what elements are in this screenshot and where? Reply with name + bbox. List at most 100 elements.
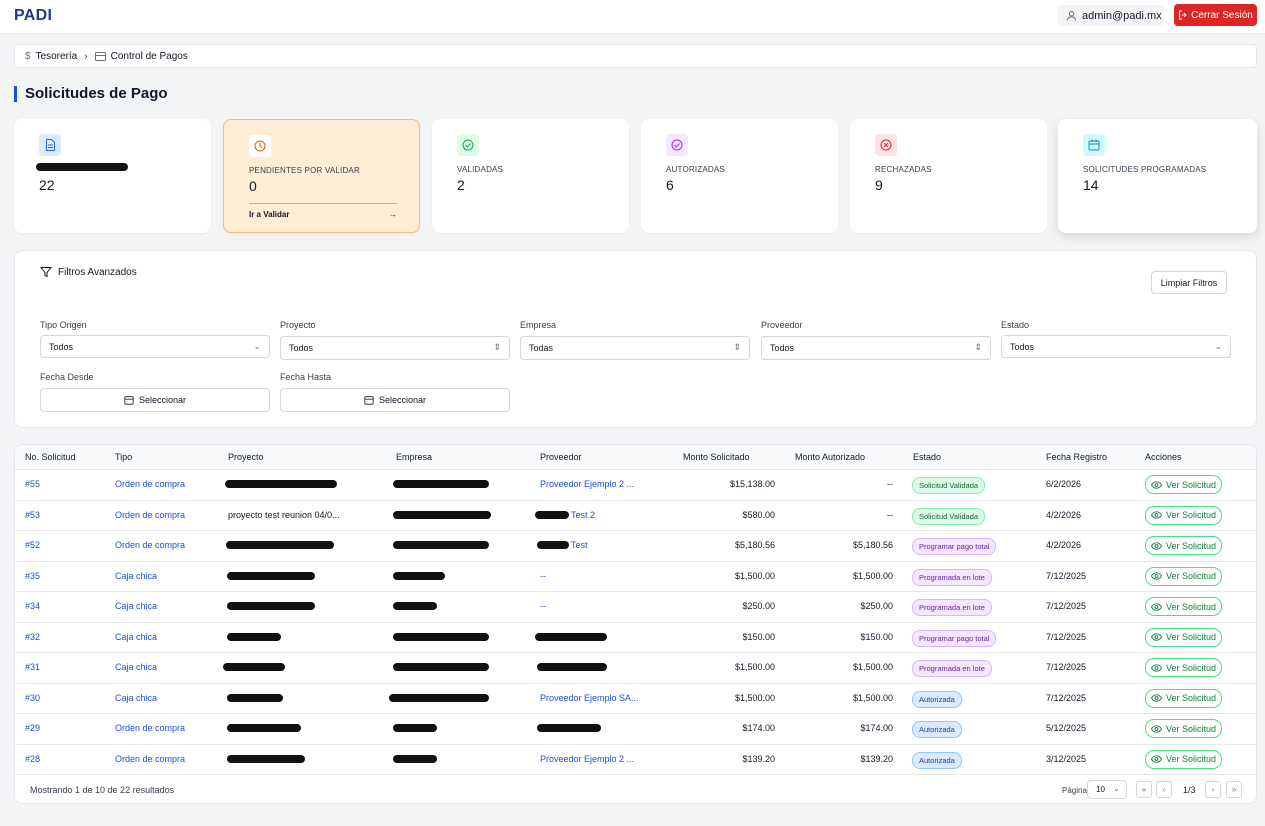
empresa-value: Todas — [529, 343, 554, 353]
table-row: #32 Caja chica $150.00 $150.00 Programar pag… — [15, 623, 1256, 653]
status-badge: Programada en lote — [912, 660, 992, 677]
card-pending[interactable]: PENDIENTES POR VALIDAR 0 Ir a Validar → — [223, 119, 420, 233]
request-number[interactable]: #34 — [25, 601, 41, 611]
request-number[interactable]: #28 — [25, 753, 41, 764]
th-proyecto[interactable]: Proyecto — [228, 452, 264, 462]
page-size-select[interactable]: 10 ⌄ — [1087, 780, 1127, 799]
proyecto-select[interactable]: Todos ⇕ — [280, 336, 510, 360]
th-estado[interactable]: Estado — [913, 452, 942, 462]
request-type[interactable]: Orden de compra — [115, 723, 186, 733]
logout-button[interactable]: Cerrar Sesión — [1174, 4, 1257, 26]
request-number[interactable]: #52 — [25, 540, 41, 550]
th-monto-solicitado[interactable]: Monto Solicitado — [683, 452, 750, 462]
redacted-supplier — [535, 510, 569, 519]
breadcrumb-tesoreria[interactable]: Tesorería — [35, 50, 78, 62]
request-type[interactable]: Caja chica — [115, 570, 158, 581]
request-supplier[interactable]: -- — [540, 601, 546, 611]
card-authorized[interactable]: AUTORIZADAS 6 — [641, 119, 838, 233]
request-number[interactable]: #35 — [25, 570, 41, 581]
request-type[interactable]: Orden de compra — [115, 479, 186, 489]
empresa-select[interactable]: Todas ⇕ — [520, 336, 750, 360]
view-request-button[interactable]: Ver Solicitud — [1145, 536, 1222, 555]
calendar-icon — [1083, 134, 1105, 156]
th-fecha[interactable]: Fecha Registro — [1046, 452, 1108, 462]
first-page-button[interactable]: « — [1136, 781, 1152, 798]
request-number[interactable]: #32 — [25, 631, 41, 642]
view-request-button[interactable]: Ver Solicitud — [1145, 566, 1222, 586]
request-type[interactable]: Caja chica — [115, 601, 158, 611]
request-number[interactable]: #30 — [25, 692, 41, 703]
view-request-button[interactable]: Ver Solicitud — [1145, 475, 1222, 494]
proveedor-label: Proveedor — [761, 320, 803, 330]
results-count: Mostrando 1 de 10 de 22 resultados — [30, 785, 175, 795]
card-scheduled[interactable]: SOLICITUDES PROGRAMADAS 14 — [1058, 119, 1257, 233]
request-type[interactable]: Orden de compra — [115, 753, 186, 764]
view-request-button[interactable]: Ver Solicitud — [1145, 749, 1222, 769]
th-tipo[interactable]: Tipo — [115, 452, 133, 462]
request-number[interactable]: #29 — [25, 723, 41, 733]
request-type[interactable]: Caja chica — [115, 662, 158, 672]
card-validated[interactable]: VALIDADAS 2 — [432, 119, 629, 233]
view-request-button[interactable]: Ver Solicitud — [1145, 597, 1222, 616]
request-type[interactable]: Orden de compra — [115, 509, 186, 520]
view-request-button[interactable]: Ver Solicitud — [1145, 627, 1222, 647]
prev-page-button[interactable]: ‹ — [1156, 781, 1172, 798]
request-supplier[interactable]: Test — [571, 540, 588, 550]
view-request-label: Ver Solicitud — [1165, 510, 1217, 520]
tipo-origen-select[interactable]: Todos ⌄ — [40, 335, 270, 358]
last-page-button[interactable]: » — [1226, 781, 1242, 798]
request-number[interactable]: #53 — [25, 509, 41, 520]
th-no[interactable]: No. Solicitud — [25, 452, 76, 462]
redacted-company — [393, 754, 437, 763]
request-supplier[interactable]: -- — [540, 570, 546, 581]
request-number[interactable]: #31 — [25, 662, 41, 672]
request-number[interactable]: #55 — [25, 479, 41, 489]
filter-icon — [40, 267, 52, 278]
amount-authorized: $150.00 — [860, 631, 893, 642]
table-row: #35 Caja chica -- $1,500.00 $1,500.00 Program… — [15, 562, 1256, 592]
th-proveedor[interactable]: Proveedor — [540, 452, 582, 462]
view-request-button[interactable]: Ver Solicitud — [1145, 688, 1222, 708]
proveedor-select[interactable]: Todos ⇕ — [761, 336, 991, 360]
fecha-desde-button[interactable]: Seleccionar — [40, 388, 270, 412]
eye-icon — [1150, 663, 1162, 672]
request-supplier[interactable]: Proveedor Ejemplo 2 ... — [540, 479, 635, 489]
card-total[interactable]: 22 — [14, 119, 211, 233]
card-validated-label: VALIDADAS — [457, 165, 504, 174]
status-badge: Autorizada — [912, 751, 962, 769]
user-menu[interactable]: admin@padi.mx — [1058, 5, 1164, 26]
card-icon — [94, 51, 106, 61]
filters-panel: Filtros Avanzados Limpiar Filtros Tipo O… — [14, 250, 1257, 428]
amount-authorized: -- — [887, 479, 893, 489]
chevron-right-icon: › — [84, 50, 88, 62]
request-supplier[interactable]: Proveedor Ejemplo 2 ... — [540, 753, 635, 764]
request-type[interactable]: Caja chica — [115, 692, 158, 703]
view-request-label: Ver Solicitud — [1165, 601, 1217, 612]
redacted-supplier — [537, 541, 569, 549]
request-supplier[interactable]: Proveedor Ejemplo SA... — [540, 692, 639, 703]
next-page-button[interactable]: › — [1205, 781, 1221, 798]
proveedor-value: Todos — [770, 343, 795, 353]
th-empresa[interactable]: Empresa — [396, 452, 433, 462]
view-request-button[interactable]: Ver Solicitud — [1145, 719, 1222, 738]
card-rejected[interactable]: RECHAZADAS 9 — [850, 119, 1047, 233]
th-monto-autorizado[interactable]: Monto Autorizado — [795, 452, 866, 462]
clear-filters-button[interactable]: Limpiar Filtros — [1151, 271, 1227, 294]
table-row: #52 Orden de compra Test $5,180.56 $5,180.56… — [15, 531, 1256, 562]
view-request-button[interactable]: Ver Solicitud — [1145, 505, 1222, 525]
fecha-hasta-button[interactable]: Seleccionar — [280, 388, 510, 412]
redacted-supplier — [535, 632, 607, 641]
table-row: #30 Caja chica Proveedor Ejemplo SA... $1,5… — [15, 684, 1256, 714]
go-validate-link[interactable]: Ir a Validar → — [249, 203, 397, 219]
chevron-updown-icon: ⇕ — [974, 342, 982, 352]
request-supplier[interactable]: Test 2 — [571, 509, 596, 520]
estado-select[interactable]: Todos ⌄ — [1001, 335, 1231, 358]
amount-requested: $150.00 — [742, 631, 775, 642]
brand-logo[interactable]: PADI — [14, 7, 53, 24]
card-total-value: 22 — [39, 177, 55, 193]
amount-authorized: $5,180.56 — [852, 540, 893, 550]
request-type[interactable]: Caja chica — [115, 631, 158, 642]
view-request-button[interactable]: Ver Solicitud — [1145, 658, 1222, 677]
request-type[interactable]: Orden de compra — [115, 540, 186, 550]
breadcrumb-control-pagos: Control de Pagos — [110, 50, 188, 62]
